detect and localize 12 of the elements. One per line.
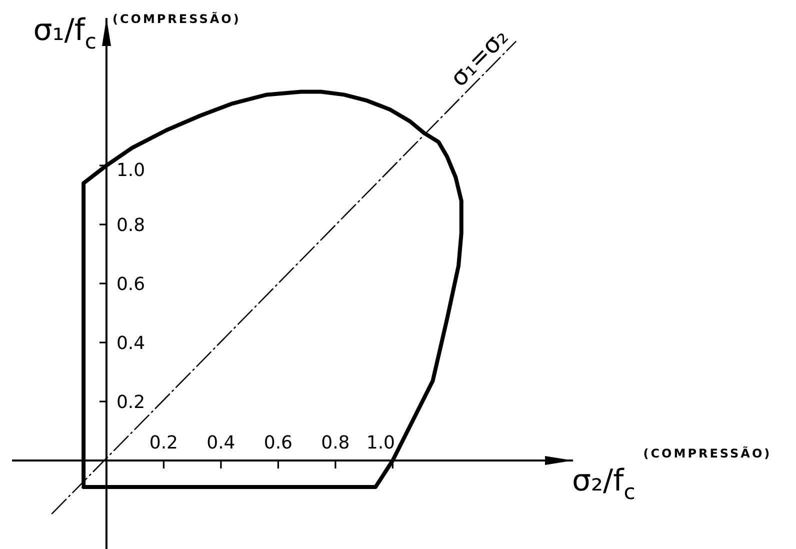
x-tick-label: 1.0: [366, 432, 396, 454]
y-tick-label: 0.6: [116, 274, 146, 295]
x-tick-label: 0.2: [149, 432, 178, 454]
x-tick-label: 0.6: [264, 432, 293, 454]
y-tick-label: 1.0: [116, 160, 146, 181]
y-tick-label: 0.4: [116, 333, 146, 354]
y-tick-label: 0.2: [116, 392, 146, 413]
text: (COMPRESSÃO): [643, 446, 772, 460]
x-tick-label: 0.8: [321, 432, 350, 454]
y-tick-label: 0.8: [116, 215, 146, 236]
x-tick-label: 0.4: [206, 432, 236, 454]
annotation: (COMPRESSÃO): [112, 11, 241, 26]
